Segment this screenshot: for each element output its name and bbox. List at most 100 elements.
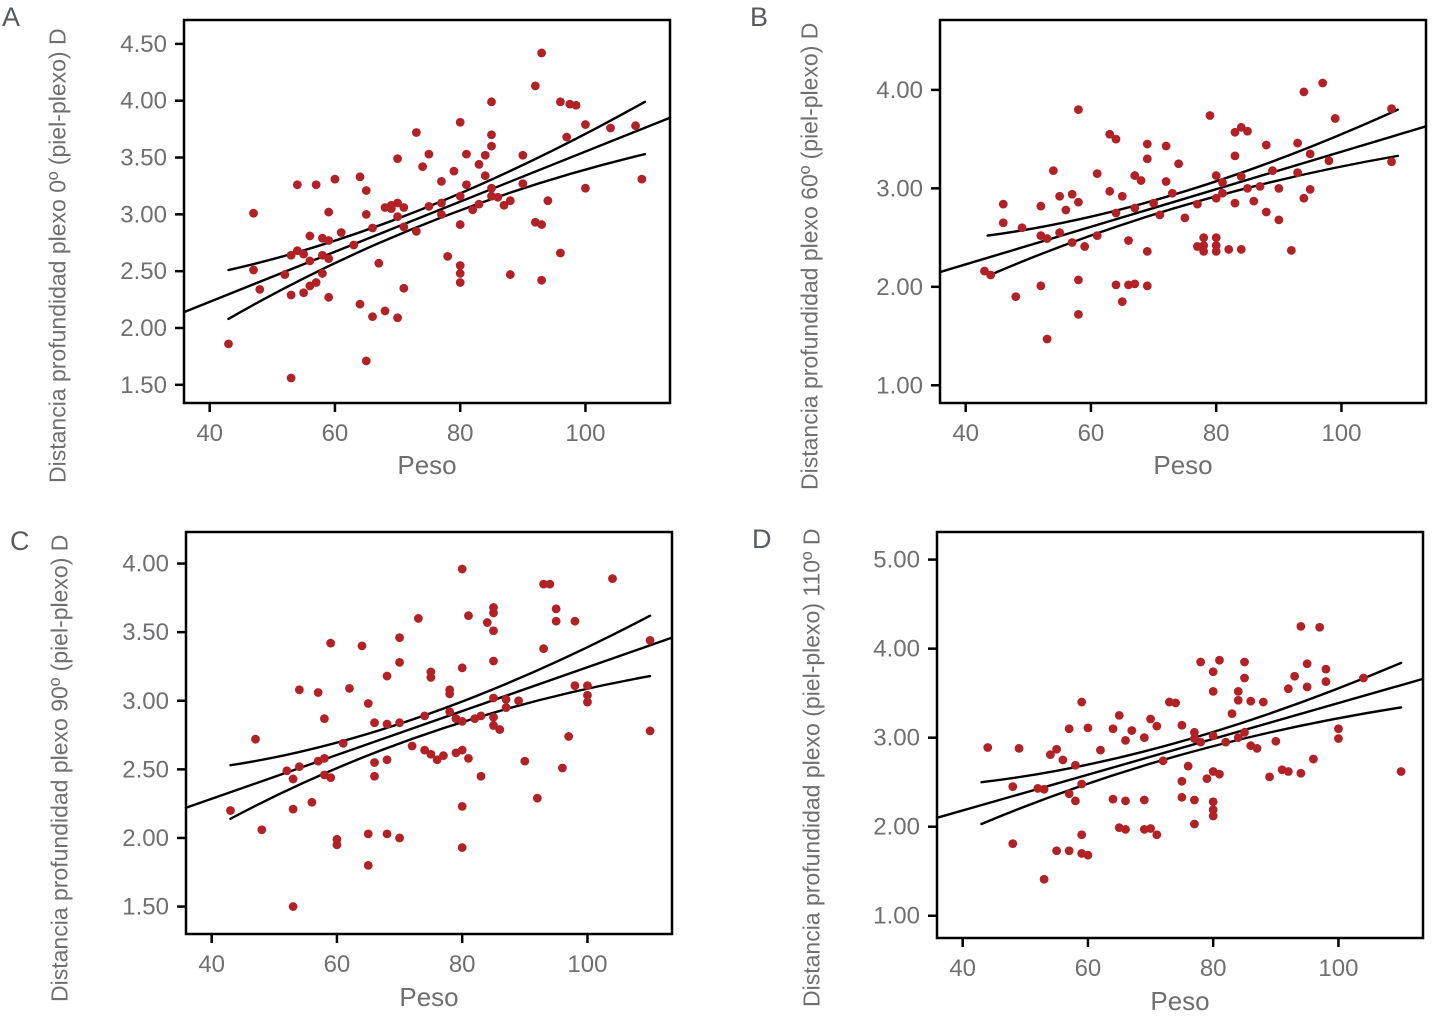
y-tick-label: 4.00 [873,636,920,663]
data-point [1230,151,1240,161]
data-point [1271,736,1281,746]
data-point [1074,105,1083,114]
data-point [1058,755,1068,765]
data-point [514,696,523,706]
x-tick-label: 100 [565,420,605,447]
y-tick-label: 1.50 [120,372,167,399]
data-point [336,228,346,237]
data-point [1139,795,1149,805]
data-point [443,251,453,261]
data-point [1215,655,1224,665]
data-point [464,753,473,763]
data-point [583,697,592,707]
data-point [363,699,373,708]
panel-b-y-axis-label: Distancia profundidad plexo 60º (piel-pl… [796,22,823,490]
data-point [1305,149,1315,159]
data-point [1208,686,1218,696]
y-tick-label: 2.00 [873,814,920,841]
data-point [608,574,617,584]
data-point [1117,191,1127,201]
data-point [395,633,404,643]
data-point [539,579,549,589]
data-point [487,97,496,107]
data-point [1036,201,1046,211]
data-point [1190,819,1199,829]
data-point [1208,667,1218,677]
data-point [1052,744,1062,754]
data-point [487,130,496,140]
data-point [1074,275,1083,285]
y-tick-label: 4.50 [120,31,167,58]
data-point [355,299,365,309]
panel-d: 40 60 80 100 1.00 2.00 3.00 4.00 5.00 D Distanci… [720,512,1440,1024]
data-point [357,641,367,651]
data-point [361,209,371,219]
data-point [257,825,267,835]
data-point [311,278,321,287]
data-point [457,663,467,673]
data-point [455,269,465,278]
data-point [1011,292,1021,302]
data-point [1061,205,1071,215]
y-tick-label: 3.00 [120,201,167,228]
data-point [1387,157,1396,167]
x-tick-label: 100 [1318,955,1358,982]
data-point [299,288,309,298]
data-point [370,718,379,728]
data-point [368,223,377,233]
data-point [1321,677,1331,686]
data-point [1130,171,1140,180]
data-point [1387,104,1396,114]
data-point [1142,139,1152,149]
x-tick-label: 80 [1203,420,1230,447]
data-point [530,81,540,91]
data-point [330,174,340,184]
data-point [305,256,315,266]
data-point [457,802,467,811]
data-point [1149,198,1158,208]
data-point [1080,242,1090,251]
data-point [1121,735,1130,745]
data-point [286,250,296,260]
data-point [551,604,561,614]
y-tick-label: 1.50 [122,894,169,921]
data-point [1077,830,1087,840]
panel-b-x-axis-label: Peso [1153,450,1213,480]
data-point [1305,184,1315,194]
data-point [1039,784,1049,794]
data-point [324,207,334,217]
data-point [393,198,402,208]
ci-lower-line [227,152,647,321]
data-point [555,248,565,258]
data-point [986,270,996,280]
plot-border [182,18,672,405]
fit-line [938,125,1428,274]
data-point [318,269,327,278]
data-point [476,771,486,781]
data-point [1199,246,1209,256]
data-point [1017,223,1027,233]
data-point [380,306,390,316]
data-point [1096,745,1105,755]
data-point [1171,698,1181,708]
data-point [382,719,392,729]
y-tick-label: 2.00 [876,274,923,301]
data-point [1265,772,1274,782]
y-tick-label: 1.00 [873,903,920,930]
data-point [1302,659,1312,669]
data-point [474,199,484,209]
panel-c-y-axis-label: Distancia profundidad plexo 90º (piel-pl… [46,534,73,1002]
data-point [581,183,590,193]
ci-lower-line [980,706,1403,826]
data-point [1042,334,1052,344]
data-point [1121,796,1130,806]
y-tick-label: 3.00 [873,725,920,752]
data-point [292,180,302,190]
data-point [462,149,471,159]
data-point [1055,228,1065,238]
data-point [1177,720,1187,730]
data-point [1205,111,1215,120]
data-point [411,128,421,137]
data-point [1167,188,1177,198]
data-point [280,270,290,279]
